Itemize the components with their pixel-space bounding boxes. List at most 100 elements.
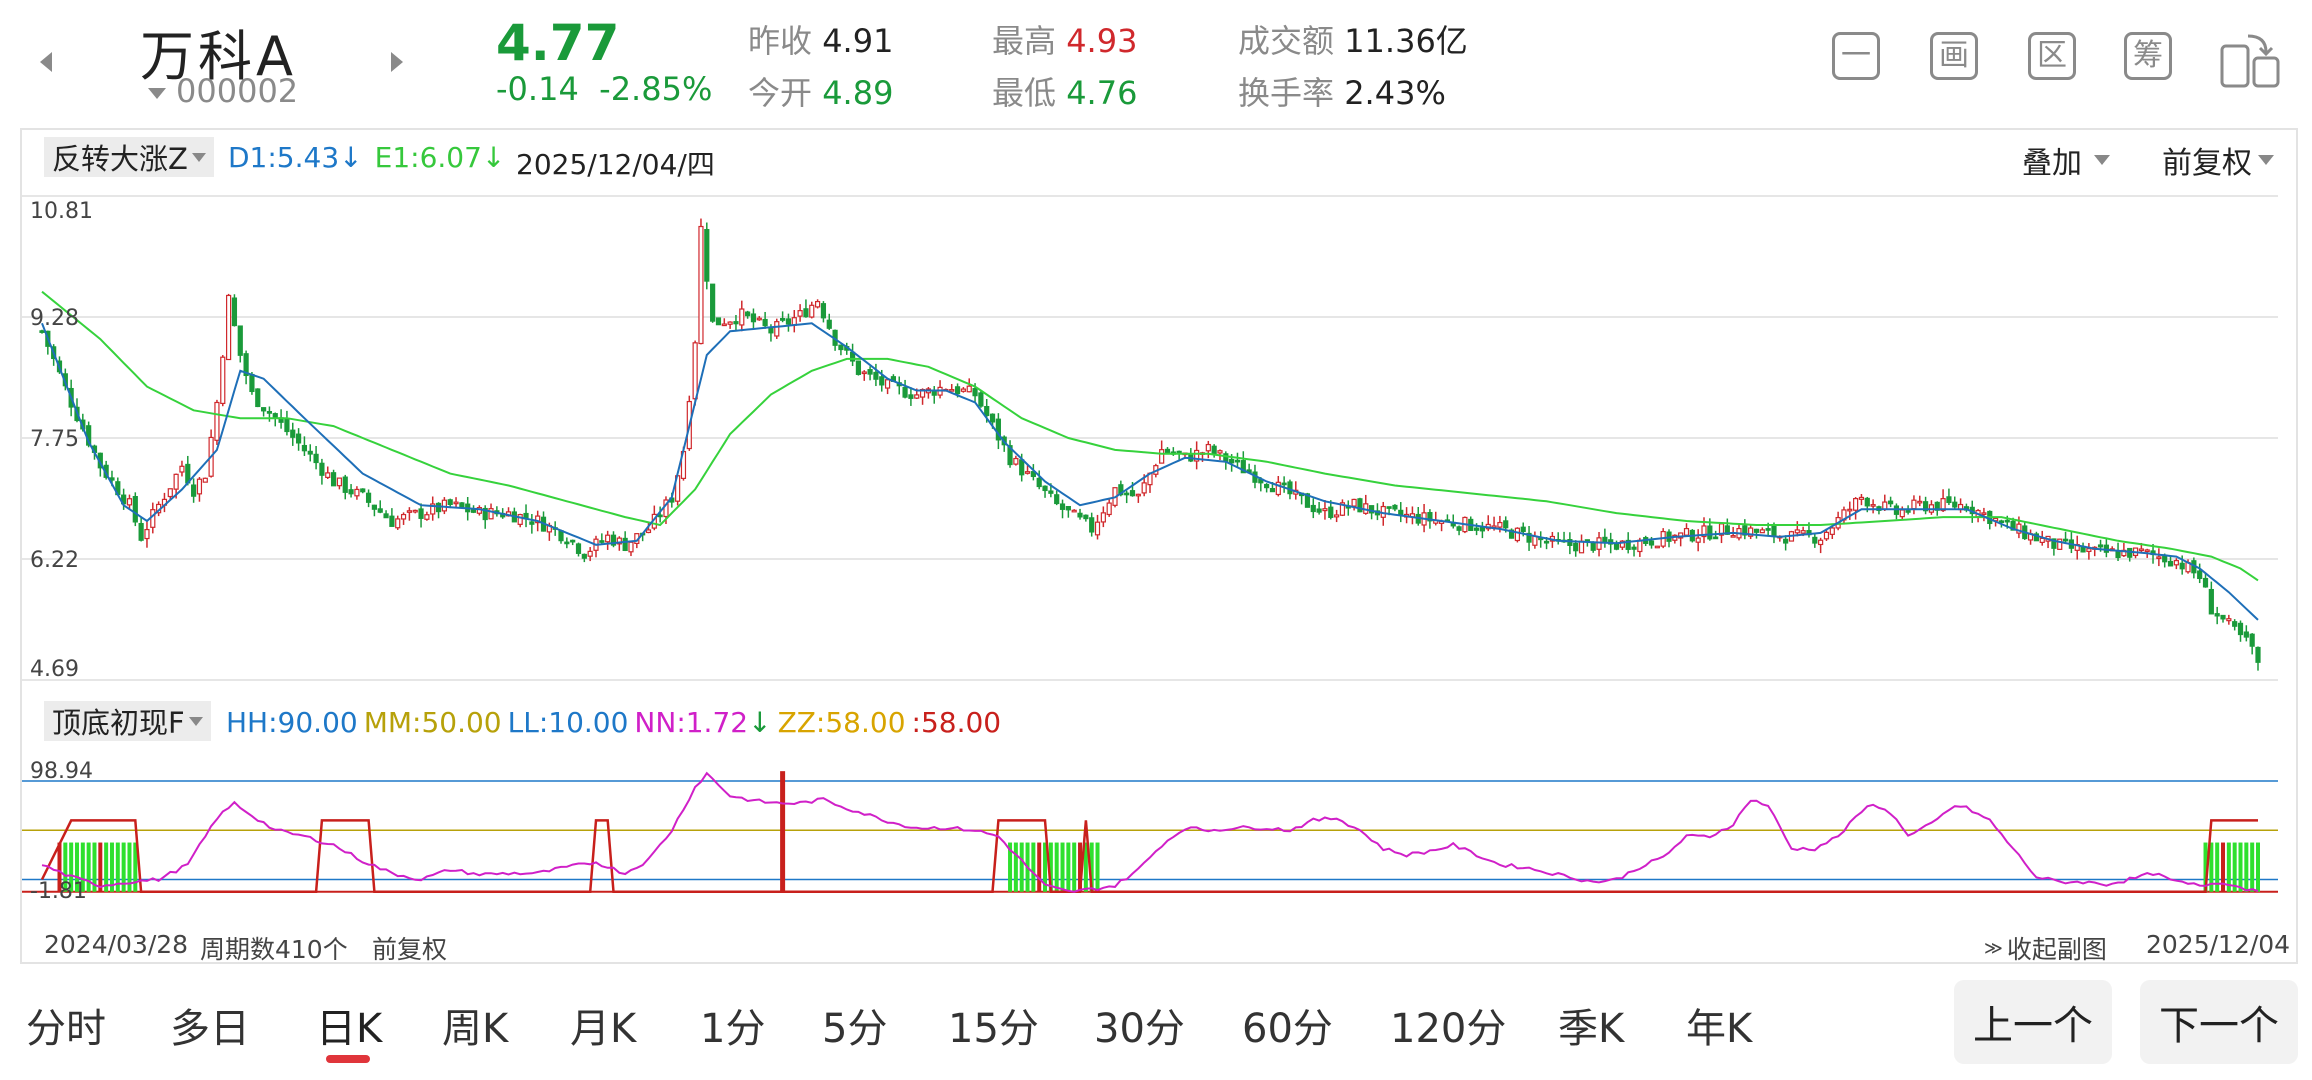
candle bbox=[191, 478, 197, 503]
overlay-dropdown[interactable]: 叠加 bbox=[2022, 138, 2110, 182]
next-stock-button[interactable]: 下一个 bbox=[2140, 980, 2298, 1064]
tab-5min[interactable]: 5分 bbox=[822, 1006, 888, 1052]
tab-daily-k[interactable]: 日K bbox=[316, 1006, 383, 1052]
candle bbox=[523, 504, 529, 528]
candle bbox=[441, 497, 447, 515]
candle bbox=[826, 313, 832, 330]
signal-bar bbox=[2250, 842, 2255, 892]
candle bbox=[628, 541, 634, 557]
tab-monthly-k[interactable]: 月K bbox=[570, 1006, 637, 1052]
candle bbox=[482, 505, 488, 529]
main-indicator-values: D1:5.43 ↓ E1:6.07 ↓ bbox=[228, 141, 505, 174]
tab-30min[interactable]: 30分 bbox=[1094, 1006, 1185, 1052]
candle bbox=[884, 378, 891, 395]
e1-value: E1:6.07 bbox=[374, 141, 482, 174]
candle bbox=[2027, 529, 2034, 545]
tab-quarterly-k[interactable]: 季K bbox=[1558, 1006, 1625, 1052]
candle bbox=[1094, 514, 1101, 540]
candle bbox=[1176, 450, 1182, 460]
minimize-icon[interactable]: 一 bbox=[1832, 32, 1880, 80]
tab-weekly-k[interactable]: 周K bbox=[442, 1006, 509, 1052]
candle bbox=[517, 513, 523, 528]
active-tab-indicator bbox=[326, 1055, 370, 1063]
candle bbox=[272, 412, 278, 427]
stock-code-selector[interactable]: 000002 bbox=[148, 72, 298, 110]
tab-60min[interactable]: 60分 bbox=[1242, 1006, 1333, 1052]
rotate-screen-icon[interactable] bbox=[2218, 30, 2280, 90]
draw-icon[interactable]: 画 bbox=[1930, 32, 1978, 80]
sub-indicator-selector[interactable]: 顶底初现F bbox=[44, 701, 211, 741]
candle bbox=[1357, 497, 1363, 513]
tab-yearly-k[interactable]: 年K bbox=[1686, 1006, 1753, 1052]
candle bbox=[2074, 535, 2080, 560]
kline-chart-frame[interactable] bbox=[20, 128, 2298, 964]
candle bbox=[908, 387, 914, 406]
main-indicator-selector[interactable]: 反转大涨Z bbox=[44, 137, 214, 177]
candle bbox=[1264, 483, 1270, 493]
candle bbox=[855, 360, 862, 376]
candle bbox=[529, 513, 535, 534]
candle bbox=[1135, 493, 1141, 503]
collapse-sub-chart[interactable]: ≫ 收起副图 bbox=[1984, 930, 2107, 966]
tab-15min[interactable]: 15分 bbox=[948, 1006, 1039, 1052]
candle bbox=[2086, 542, 2092, 560]
oscillator-line bbox=[41, 771, 2259, 893]
candle bbox=[400, 512, 407, 525]
signal-bar bbox=[1083, 842, 1088, 892]
candle bbox=[721, 318, 727, 327]
candle bbox=[1030, 464, 1036, 481]
next-stock-arrow-icon[interactable] bbox=[391, 52, 403, 72]
prev-stock-arrow-icon[interactable] bbox=[40, 52, 52, 72]
candle bbox=[1578, 534, 1585, 554]
prev-stock-button[interactable]: 上一个 bbox=[1954, 980, 2112, 1064]
candle bbox=[1538, 531, 1544, 548]
candle bbox=[1339, 499, 1346, 517]
tab-intraday[interactable]: 分时 bbox=[26, 1006, 106, 1052]
adjust-label: 前复权 bbox=[2162, 146, 2252, 181]
caret-down-icon bbox=[2094, 155, 2110, 165]
candle bbox=[214, 399, 220, 445]
adjust-dropdown[interactable]: 前复权 bbox=[2162, 138, 2274, 182]
stat-value: 4.93 bbox=[1066, 22, 1138, 60]
range-icon[interactable]: 区 bbox=[2028, 32, 2076, 80]
candle bbox=[1532, 531, 1538, 549]
sub-value-nn: NN:1.72 bbox=[634, 706, 749, 739]
candle bbox=[261, 407, 267, 417]
candle bbox=[814, 299, 821, 309]
candle bbox=[966, 378, 972, 393]
candle bbox=[564, 537, 570, 549]
signal-bar bbox=[57, 842, 62, 892]
start-date: 2024/03/28 bbox=[44, 930, 189, 959]
candle bbox=[2057, 538, 2063, 550]
candle bbox=[774, 318, 780, 339]
candle bbox=[1783, 535, 1789, 551]
candle bbox=[1100, 506, 1106, 528]
candle bbox=[1334, 509, 1340, 523]
candle bbox=[1567, 532, 1573, 555]
tab-multiday[interactable]: 多日 bbox=[170, 1006, 250, 1052]
candle bbox=[1794, 521, 1800, 537]
candle bbox=[2191, 557, 2197, 579]
candle bbox=[2255, 646, 2261, 671]
chips-icon[interactable]: 筹 bbox=[2124, 32, 2172, 80]
signal-bar bbox=[92, 842, 97, 892]
signal-bar bbox=[104, 842, 109, 892]
candle bbox=[657, 506, 663, 523]
candle bbox=[319, 458, 325, 485]
kline-main-chart[interactable]: 10.81 9.28 7.75 6.22 4.69 bbox=[22, 180, 2278, 692]
candle bbox=[1485, 515, 1491, 532]
candle bbox=[39, 329, 45, 334]
candle bbox=[2167, 555, 2174, 567]
sub-indicator-chart[interactable]: 98.94 -1.81 bbox=[22, 748, 2278, 924]
candle bbox=[861, 370, 867, 381]
tab-120min[interactable]: 120分 bbox=[1390, 1006, 1507, 1052]
candle bbox=[1106, 499, 1112, 517]
candle bbox=[2121, 542, 2127, 558]
candle bbox=[1223, 451, 1229, 470]
signal-bar bbox=[1054, 842, 1059, 892]
tab-1min[interactable]: 1分 bbox=[700, 1006, 766, 1052]
candle bbox=[383, 510, 389, 519]
signal-bar bbox=[98, 842, 103, 892]
candle bbox=[1194, 441, 1200, 470]
candle bbox=[1508, 528, 1515, 539]
